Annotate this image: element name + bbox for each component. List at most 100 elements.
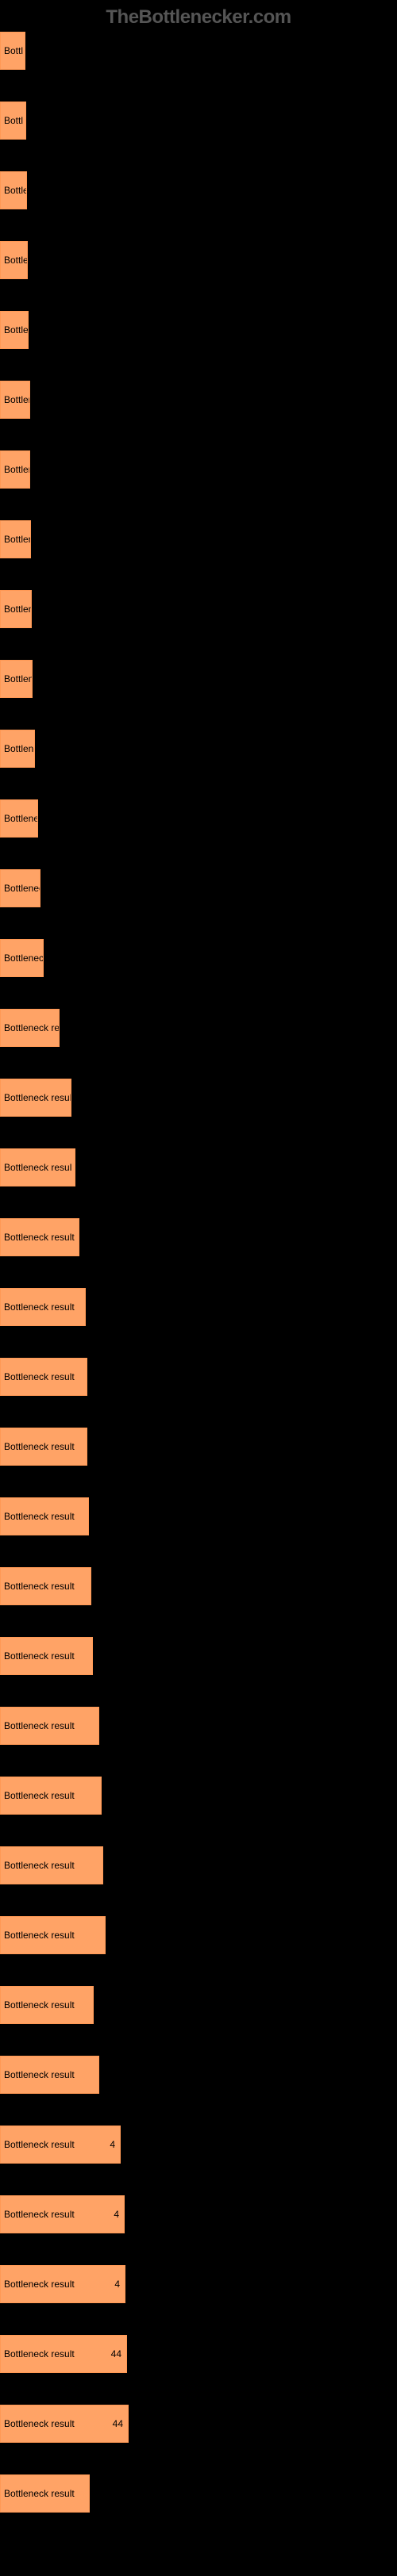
bar-row: Bottleneck result (0, 1637, 397, 1675)
bottleneck-bar: Bottlenec (0, 869, 40, 907)
bottleneck-bar: Bottleneck result (0, 1567, 91, 1605)
bar-label: Bottlenec (4, 813, 37, 824)
bar-row: Bottleneck result44 (0, 2405, 397, 2443)
bar-label: Bottlen (4, 464, 29, 475)
bar-label: Bottleneck resul (4, 1162, 71, 1173)
bottleneck-bar: Bottle (0, 171, 27, 209)
bar-label: Bottleneck result (4, 1441, 75, 1452)
bottleneck-bar: Bottleneck res (0, 1009, 60, 1047)
bar-label: Bottleneck result (4, 1581, 75, 1592)
bottleneck-bar: Bottlenec (0, 799, 38, 838)
bar-row: Bottleneck res (0, 1009, 397, 1047)
bottleneck-bar: Bottl (0, 102, 26, 140)
bar-value: 4 (114, 2279, 120, 2290)
bar-row: Bottle (0, 171, 397, 209)
bar-row: Bottle (0, 241, 397, 279)
bottleneck-bar: Bottleneck result (0, 1916, 106, 1954)
bar-row: Bottlene (0, 730, 397, 768)
bottleneck-bar: Bottl (0, 32, 25, 70)
bar-label: Bottlenec (4, 883, 40, 894)
bottleneck-bar: Bottleneck result (0, 2056, 99, 2094)
bar-label: Bottlen (4, 604, 31, 615)
bar-row: Bottleneck result (0, 1707, 397, 1745)
bar-label: Bottleneck result (4, 2348, 75, 2359)
bar-label: Bottlen (4, 534, 30, 545)
bottleneck-bar: Bottlen (0, 590, 32, 628)
bar-value: 4 (114, 2209, 119, 2220)
bar-value: 44 (111, 2348, 121, 2359)
bar-row: Bottlen (0, 450, 397, 489)
bar-row: Bottleneck result (0, 1777, 397, 1815)
bar-label: Bottleneck res (4, 1022, 59, 1033)
bottleneck-bar: Bottleneck result (0, 1358, 87, 1396)
bar-label: Bottle (4, 324, 28, 335)
bottleneck-bar: Bottleneck result (0, 1218, 79, 1256)
bottleneck-bar: Bottleneck result 4 (0, 2265, 125, 2303)
bottleneck-bar: Bottleneck result 4 (0, 2195, 125, 2233)
bar-row: Bottleneck result (0, 2474, 397, 2513)
bar-label: Bottleneck result (4, 1999, 75, 2011)
bar-label: Bottleneck result (4, 1790, 75, 1801)
bottleneck-bar: Bottleneck result (0, 1497, 89, 1535)
bar-value: 4 (110, 2139, 115, 2150)
bar-row: Bottlen (0, 520, 397, 558)
bar-row: Bottle (0, 311, 397, 349)
bar-label: Bottle (4, 185, 26, 196)
bottleneck-bar: Bottleneck result (0, 1846, 103, 1884)
bar-row: Bottleneck result (0, 1428, 397, 1466)
bar-label: Bottlen (4, 673, 32, 684)
bar-label: Bottleneck result (4, 1301, 75, 1313)
bar-label: Bottleneck result (4, 1720, 75, 1731)
bottleneck-bar: Bottleneck result (0, 1428, 87, 1466)
bottleneck-bar: Bottleneck result (0, 1288, 86, 1326)
bar-label: Bottlene (4, 743, 34, 754)
bar-row: Bottlen (0, 590, 397, 628)
bottleneck-bar: Bottleneck result44 (0, 2405, 129, 2443)
bottleneck-bar: Bottlen (0, 520, 31, 558)
bottleneck-bar: Bottleneck resul (0, 1148, 75, 1186)
bar-row: Bottleneck result (0, 1218, 397, 1256)
bar-label: Bottleneck result (4, 2279, 75, 2290)
bottleneck-bar: Bottle (0, 311, 29, 349)
bottleneck-bar: Bottleneck result 44 (0, 2335, 127, 2373)
bar-label: Bottleneck result (4, 1232, 75, 1243)
bottleneck-bar: Bottleneck result (0, 2474, 90, 2513)
bar-label: Bottl (4, 115, 23, 126)
bottleneck-bar: Bottle (0, 241, 28, 279)
bar-label: Bottleneck result (4, 2069, 75, 2080)
bar-label: Bottleneck result (4, 2209, 75, 2220)
bar-row: Bottleneck result (0, 1288, 397, 1326)
bar-label: Bottleneck result (4, 1511, 75, 1522)
bar-row: Bottleneck result (0, 1916, 397, 1954)
bar-row: Bottleneck result 4 (0, 2265, 397, 2303)
bar-label: Bottl (4, 45, 23, 56)
bar-row: Bottlen (0, 660, 397, 698)
bar-row: Bottleneck result 44 (0, 2335, 397, 2373)
bar-row: Bottleneck result (0, 1079, 397, 1117)
bar-row: Bottleneck result (0, 2056, 397, 2094)
bar-row: Bottleneck result (0, 1497, 397, 1535)
bottleneck-bar: Bottlen (0, 660, 33, 698)
bar-row: Bottleneck resul (0, 1148, 397, 1186)
bar-row: Bottleneck result 4 (0, 2126, 397, 2164)
bar-label: Bottleneck result (4, 2139, 75, 2150)
bar-label: Bottle (4, 255, 27, 266)
bar-row: Bottleneck result (0, 1846, 397, 1884)
bar-value: 44 (113, 2418, 123, 2429)
bottleneck-bar: Bottlen (0, 381, 30, 419)
bottleneck-bar: Bottlen (0, 450, 30, 489)
bar-label: Bottleneck result (4, 1860, 75, 1871)
bar-label: Bottleneck result (4, 1092, 71, 1103)
bottleneck-bar: Bottleneck result (0, 1079, 71, 1117)
bottleneck-bar: Bottleneck result (0, 1777, 102, 1815)
bar-row: Bottlen (0, 381, 397, 419)
bottleneck-bar: Bottleneck result 4 (0, 2126, 121, 2164)
bottleneck-bar: Bottleneck (0, 939, 44, 977)
watermark-text: TheBottlenecker.com (0, 0, 397, 32)
bottleneck-bar: Bottleneck result (0, 1707, 99, 1745)
bar-row: Bottleneck result (0, 1986, 397, 2024)
bottleneck-bar-chart: Bottl Bottl Bottle Bottle Bottle Bottlen Bottl… (0, 32, 397, 2513)
bar-row: Bottl (0, 102, 397, 140)
bar-row: Bottleneck result 4 (0, 2195, 397, 2233)
bar-label: Bottleneck result (4, 2488, 75, 2499)
